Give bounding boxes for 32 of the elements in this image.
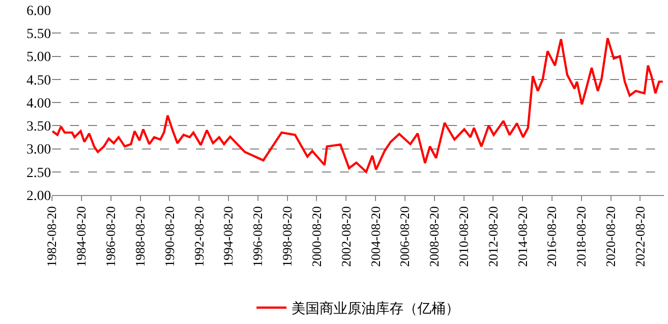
y-tick-label: 5.50: [26, 27, 51, 42]
x-tick-label: 2006-08-20: [397, 206, 412, 267]
y-tick-label: 3.50: [26, 120, 51, 135]
x-tick-label: 2010-08-20: [456, 206, 471, 267]
y-tick-label: 2.00: [26, 188, 51, 204]
x-tick-label: 1982-08-20: [44, 206, 60, 267]
x-tick-label: 2004-08-20: [368, 206, 383, 267]
y-tick-label: 4.00: [26, 96, 51, 112]
x-tick-label: 1992-08-20: [191, 206, 206, 267]
x-tick-label: 2000-08-20: [308, 206, 324, 267]
x-tick-label: 2022-08-20: [632, 206, 648, 267]
y-tick-label: 3.00: [26, 142, 51, 158]
x-tick-label: 2014-08-20: [514, 206, 530, 267]
x-tick-label: 2012-08-20: [485, 206, 500, 267]
x-tick-label: 1988-08-20: [132, 206, 148, 267]
x-tick-label: 1994-08-20: [220, 206, 236, 267]
x-tick-label: 1990-08-20: [162, 206, 177, 267]
x-tick-label: 2008-08-20: [426, 206, 442, 267]
x-tick-label: 1984-08-20: [74, 206, 89, 267]
x-tick-label: 2002-08-20: [338, 206, 354, 267]
y-tick-label: 6.00: [26, 4, 51, 19]
y-tick-label: 4.50: [26, 73, 51, 88]
legend-label: 美国商业原油库存（亿桶）: [292, 301, 460, 318]
x-tick-label: 2020-08-20: [603, 206, 618, 267]
y-tick-label: 5.00: [26, 50, 51, 66]
x-tick-label: 2018-08-20: [574, 206, 589, 267]
line-series: [52, 37, 664, 173]
x-tick-label: 1996-08-20: [250, 206, 266, 267]
x-tick-label: 1986-08-20: [103, 206, 118, 267]
y-tick-label: 2.50: [26, 166, 51, 181]
x-tick-label: 2016-08-20: [544, 206, 560, 267]
x-tick-label: 1998-08-20: [280, 206, 295, 267]
